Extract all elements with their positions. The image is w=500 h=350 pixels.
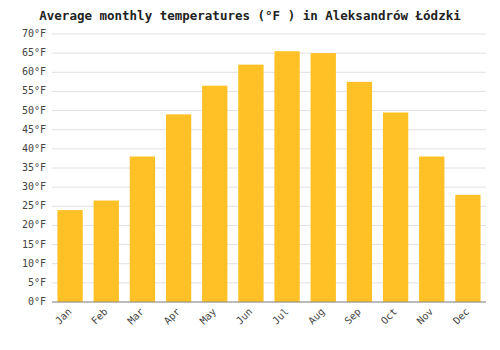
x-tick-label: Aug xyxy=(306,306,327,327)
y-tick-label: 35°F xyxy=(22,162,46,173)
bars xyxy=(57,51,480,302)
x-axis: Jan Feb Mar Apr May Jun Jul Aug Sep Oct Nov Dec xyxy=(52,302,486,326)
y-tick-label: 10°F xyxy=(22,258,46,269)
x-tick-label: Jul xyxy=(270,306,291,327)
bar xyxy=(347,82,372,302)
y-tick-label: 50°F xyxy=(22,105,46,116)
y-axis: 0°F 5°F 10°F 15°F 20°F 25°F 30°F 35°F 40°F 45°F 50… xyxy=(22,28,46,307)
x-tick-label: Mar xyxy=(125,306,146,327)
title: Average monthly temperatures (°F ) in Al… xyxy=(39,8,461,23)
background xyxy=(0,0,500,350)
bar xyxy=(274,51,299,302)
y-grid xyxy=(52,34,486,302)
bar xyxy=(130,157,155,302)
grid-line xyxy=(52,91,486,92)
y-tick-label: 15°F xyxy=(22,239,46,250)
x-tick-label: Jun xyxy=(234,306,255,327)
x-tick-label: May xyxy=(198,306,219,327)
bar xyxy=(166,114,191,302)
x-tick-label: Jan xyxy=(53,306,74,327)
y-tick-label: 20°F xyxy=(22,219,46,230)
y-tick-label: 55°F xyxy=(22,85,46,96)
chart-container: 0°F 5°F 10°F 15°F 20°F 25°F 30°F 35°F 40°F 45°F 50… xyxy=(0,0,500,350)
y-tick-label: 65°F xyxy=(22,47,46,58)
bar xyxy=(202,86,227,302)
bar xyxy=(455,195,480,302)
grid-line xyxy=(52,129,486,130)
x-tick-label: Apr xyxy=(162,306,183,327)
bar xyxy=(311,53,336,302)
grid-line xyxy=(52,72,486,73)
y-tick-label: 40°F xyxy=(22,143,46,154)
x-tick-label: Feb xyxy=(89,306,110,327)
chart-svg: 0°F 5°F 10°F 15°F 20°F 25°F 30°F 35°F 40°F 45°F 50… xyxy=(0,0,500,350)
grid-line xyxy=(52,34,486,35)
grid-line xyxy=(52,53,486,54)
x-tick-label: Dec xyxy=(451,306,472,327)
grid-line xyxy=(52,148,486,149)
y-tick-label: 30°F xyxy=(22,181,46,192)
bar xyxy=(57,210,82,302)
bar xyxy=(238,65,263,302)
bar xyxy=(383,112,408,302)
y-tick-label: 0°F xyxy=(28,296,46,307)
y-tick-label: 5°F xyxy=(28,277,46,288)
y-tick-label: 45°F xyxy=(22,124,46,135)
y-tick-label: 70°F xyxy=(22,28,46,39)
bar xyxy=(94,201,119,302)
grid-line xyxy=(52,110,486,111)
x-axis-line xyxy=(52,302,486,303)
y-tick-label: 25°F xyxy=(22,200,46,211)
x-tick-label: Oct xyxy=(379,306,400,327)
bar xyxy=(419,157,444,302)
y-tick-label: 60°F xyxy=(22,66,46,77)
grid-line xyxy=(52,302,486,303)
x-tick-label: Sep xyxy=(342,306,363,327)
x-tick-label: Nov xyxy=(415,306,436,327)
